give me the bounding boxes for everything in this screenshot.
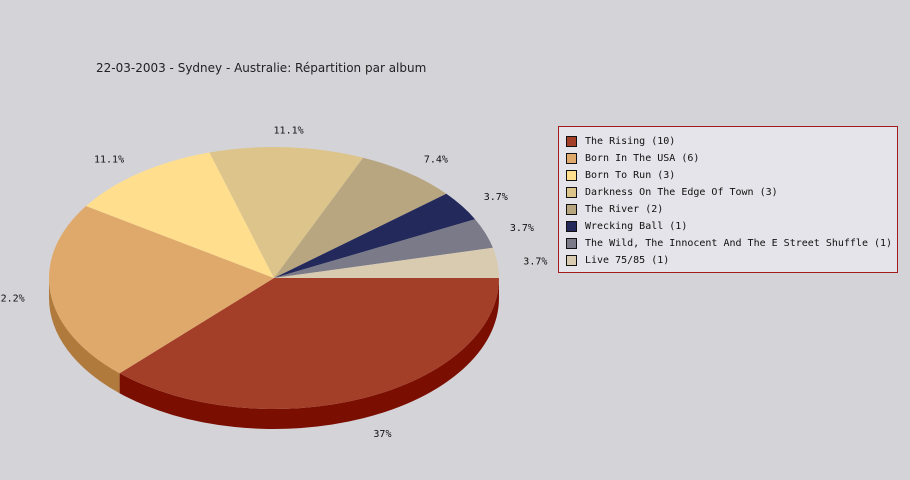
- legend-swatch: [566, 153, 577, 164]
- legend-label: Darkness On The Edge Of Town (3): [585, 187, 778, 198]
- legend-label: The River (2): [585, 204, 664, 215]
- slice-the-river-2: [274, 157, 447, 278]
- legend-swatch: [566, 136, 577, 147]
- chart-legend: The Rising (10) Born In The USA (6) Born T…: [558, 126, 898, 273]
- legend-item-born-to-run-3: Born To Run (3): [566, 167, 897, 184]
- legend-swatch: [566, 255, 577, 266]
- legend-item-darkness-on-the-edge-of-town-3: Darkness On The Edge Of Town (3): [566, 184, 897, 201]
- legend-label: The Rising (10): [585, 136, 676, 147]
- legend-item-the-wild-the-innocent-and-the-e-street-shuffle-1: The Wild, The Innocent And The E Street …: [566, 235, 897, 252]
- pie-slices: [48, 146, 499, 409]
- slice-the-rising-10-side: [119, 278, 499, 429]
- slice-the-wild-the-innocent-and-the-e-street-shuffle-1: [274, 219, 493, 278]
- slice-darkness-on-the-edge-of-town-3: [209, 146, 364, 278]
- legend-item-born-in-the-usa-6: Born In The USA (6): [566, 150, 897, 167]
- legend-swatch: [566, 170, 577, 181]
- legend-swatch: [566, 204, 577, 215]
- legend-item-wrecking-ball-1: Wrecking Ball (1): [566, 218, 897, 235]
- legend-swatch: [566, 238, 577, 249]
- slice-born-in-the-usa-6-side: [49, 278, 120, 394]
- slice-born-in-the-usa-6-percent-label: 22.2%: [0, 294, 25, 305]
- legend-label: Born To Run (3): [585, 170, 676, 181]
- legend-item-the-river-2: The River (2): [566, 201, 897, 218]
- slice-live-75-85-1: [274, 247, 499, 278]
- legend-item-the-rising-10: The Rising (10): [566, 133, 897, 150]
- legend-label: Live 75/85 (1): [585, 255, 670, 266]
- legend-list: The Rising (10) Born In The USA (6) Born T…: [559, 127, 897, 269]
- legend-item-live-75-85-1: Live 75/85 (1): [566, 252, 897, 269]
- slice-born-to-run-3: [86, 152, 274, 278]
- pie-percent-labels: 37% 22.2% 11.1% 11.1% 7.4% 3.7% 3.7% 3.7%: [0, 125, 547, 440]
- legend-label: The Wild, The Innocent And The E Street …: [585, 238, 893, 249]
- slice-live-75-85-1-percent-label: 3.7%: [523, 257, 547, 268]
- slice-wrecking-ball-1-percent-label: 3.7%: [484, 192, 508, 203]
- legend-label: Wrecking Ball (1): [585, 221, 688, 232]
- slice-wrecking-ball-1: [274, 193, 476, 278]
- slice-born-in-the-usa-6: [48, 206, 274, 374]
- slice-the-rising-10-percent-label: 37%: [373, 429, 391, 440]
- legend-swatch: [566, 187, 577, 198]
- slice-born-to-run-3-percent-label: 11.1%: [94, 154, 124, 165]
- pie-sides: [49, 278, 499, 429]
- slice-the-wild-the-innocent-and-the-e-street-shuffle-1-percent-label: 3.7%: [510, 223, 534, 234]
- chart-title: 22-03-2003 - Sydney - Australie: Réparti…: [96, 61, 427, 75]
- slice-the-rising-10: [119, 278, 499, 409]
- legend-label: Born In The USA (6): [585, 153, 700, 164]
- slice-the-river-2-percent-label: 7.4%: [424, 154, 448, 165]
- legend-swatch: [566, 221, 577, 232]
- slice-darkness-on-the-edge-of-town-3-percent-label: 11.1%: [274, 125, 304, 136]
